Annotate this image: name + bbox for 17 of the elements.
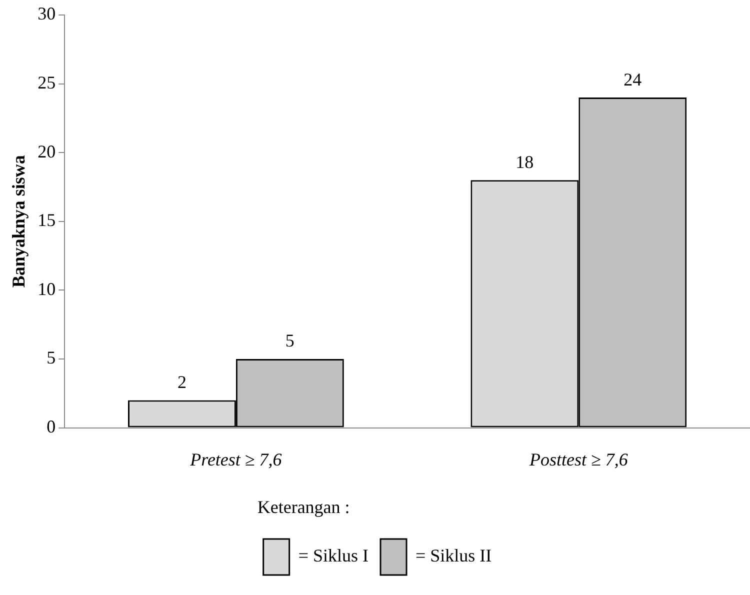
data-label: 5: [285, 330, 294, 351]
y-tick-label: 20: [38, 141, 56, 162]
data-label: 2: [177, 372, 186, 392]
data-label: 24: [624, 69, 642, 90]
legend-label: = Siklus I: [298, 546, 369, 566]
x-tick-label: Pretest ≥ 7,6: [189, 449, 282, 470]
y-tick-label: 25: [38, 72, 56, 93]
x-tick-label: Posttest ≥ 7,6: [528, 449, 628, 470]
y-axis-title: Banyaknya siswa: [8, 155, 28, 288]
y-tick-label: 10: [38, 278, 56, 299]
legend-title: Keterangan :: [257, 497, 350, 518]
data-label: 18: [516, 152, 534, 172]
y-tick-label: 0: [46, 416, 56, 437]
legend-label: = Siklus II: [416, 546, 492, 566]
y-tick-label: 15: [38, 210, 56, 230]
y-tick-label: 5: [46, 348, 56, 368]
y-tick-label: 30: [38, 4, 56, 24]
